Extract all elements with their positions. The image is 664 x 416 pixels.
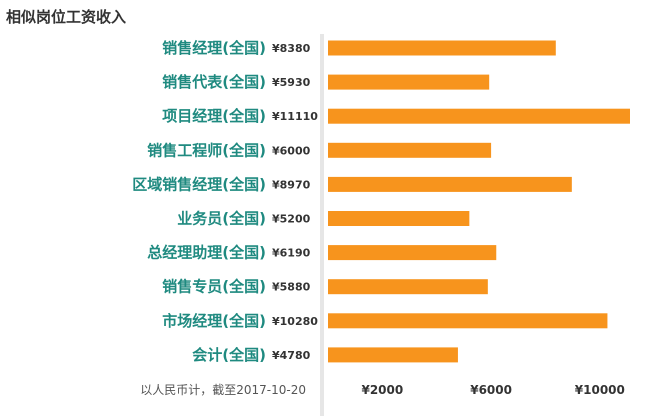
bar [328, 108, 630, 124]
x-tick-label: ¥2000 [361, 383, 403, 397]
category-label: 销售代表(全国) [162, 73, 266, 91]
value-label: ¥8970 [272, 178, 311, 191]
value-label: ¥11110 [272, 110, 318, 123]
value-label: ¥10280 [272, 315, 318, 328]
chart-footnote: 以人民币计，截至2017-10-20 [140, 383, 306, 397]
chart-rows: 销售经理(全国) ¥8380 销售代表(全国) ¥5930 项目经理(全国) ¥11110… [132, 39, 630, 364]
x-tick-label: ¥10000 [575, 383, 625, 397]
category-label: 会计(全国) [192, 346, 266, 364]
category-label: 销售工程师(全国) [147, 141, 266, 159]
value-label: ¥4780 [272, 349, 311, 362]
value-label: ¥5930 [272, 76, 311, 89]
chart-title: 相似岗位工资收入 [6, 8, 126, 26]
bar [328, 279, 488, 295]
category-label: 销售专员(全国) [162, 278, 266, 296]
value-label: ¥5880 [272, 281, 311, 294]
value-label: ¥6000 [272, 144, 311, 157]
bar [328, 245, 497, 261]
category-label: 市场经理(全国) [162, 312, 266, 330]
category-label: 总经理助理(全国) [147, 244, 266, 262]
category-label: 业务员(全国) [177, 210, 266, 228]
category-label: 项目经理(全国) [162, 107, 266, 125]
axis-divider [320, 34, 324, 416]
category-label: 销售经理(全国) [162, 39, 266, 57]
bar [328, 176, 572, 192]
bar [328, 142, 492, 158]
bar [328, 347, 458, 363]
bar [328, 40, 556, 56]
value-label: ¥5200 [272, 213, 311, 226]
bar [328, 313, 608, 329]
bar [328, 74, 490, 90]
x-axis-ticks: ¥2000 ¥6000 ¥10000 [361, 383, 624, 397]
category-label: 区域销售经理(全国) [132, 175, 266, 193]
value-label: ¥8380 [272, 42, 311, 55]
bar [328, 211, 470, 226]
x-tick-label: ¥6000 [470, 383, 512, 397]
value-label: ¥6190 [272, 247, 311, 260]
